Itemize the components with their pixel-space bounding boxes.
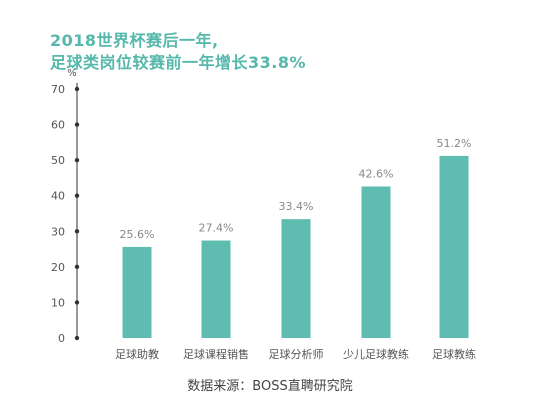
y-tick-dot-10 bbox=[74, 300, 80, 305]
bar-value-label-3: 42.6% bbox=[359, 167, 394, 180]
y-tick-dot-70 bbox=[74, 86, 80, 92]
x-category-label-4: 足球教练 bbox=[432, 347, 476, 361]
y-tick-label-20: 20 bbox=[51, 261, 65, 274]
x-category-label-2: 足球分析师 bbox=[269, 347, 324, 361]
chart-title-line-1: 2018世界杯赛后一年, bbox=[50, 31, 219, 50]
y-tick-dot-20 bbox=[74, 264, 80, 270]
y-tick-dot-60 bbox=[74, 122, 80, 127]
chart-title-line-2: 足球类岗位较赛前一年增长33.8% bbox=[50, 53, 307, 72]
bar-1 bbox=[201, 240, 231, 338]
y-tick-dot-30 bbox=[74, 229, 80, 234]
y-tick-dot-40 bbox=[74, 193, 80, 198]
y-axis-unit-label: % bbox=[67, 68, 77, 79]
y-tick-dot-50 bbox=[74, 157, 80, 163]
y-tick-label-60: 60 bbox=[51, 119, 65, 132]
y-tick-label-40: 40 bbox=[51, 190, 65, 203]
y-tick-label-50: 50 bbox=[51, 154, 65, 167]
bar-2 bbox=[281, 219, 311, 338]
data-source-note: 数据来源：BOSS直聘研究院 bbox=[187, 379, 353, 394]
bar-3 bbox=[361, 186, 391, 338]
bar-value-label-4: 51.2% bbox=[437, 137, 472, 150]
bar-value-label-1: 27.4% bbox=[199, 222, 234, 235]
y-tick-dot-0 bbox=[74, 335, 80, 341]
y-tick-label-70: 70 bbox=[51, 83, 65, 96]
x-category-label-3: 少儿足球教练 bbox=[343, 347, 409, 361]
y-tick-label-0: 0 bbox=[58, 332, 65, 345]
bar-value-label-2: 33.4% bbox=[279, 200, 314, 213]
bar-4 bbox=[439, 155, 469, 338]
bar-0 bbox=[122, 246, 152, 338]
x-category-label-0: 足球助教 bbox=[115, 347, 159, 361]
x-category-label-1: 足球课程销售 bbox=[183, 347, 249, 361]
y-tick-label-30: 30 bbox=[51, 225, 65, 238]
bar-value-label-0: 25.6% bbox=[120, 228, 155, 241]
y-tick-label-10: 10 bbox=[51, 296, 65, 309]
